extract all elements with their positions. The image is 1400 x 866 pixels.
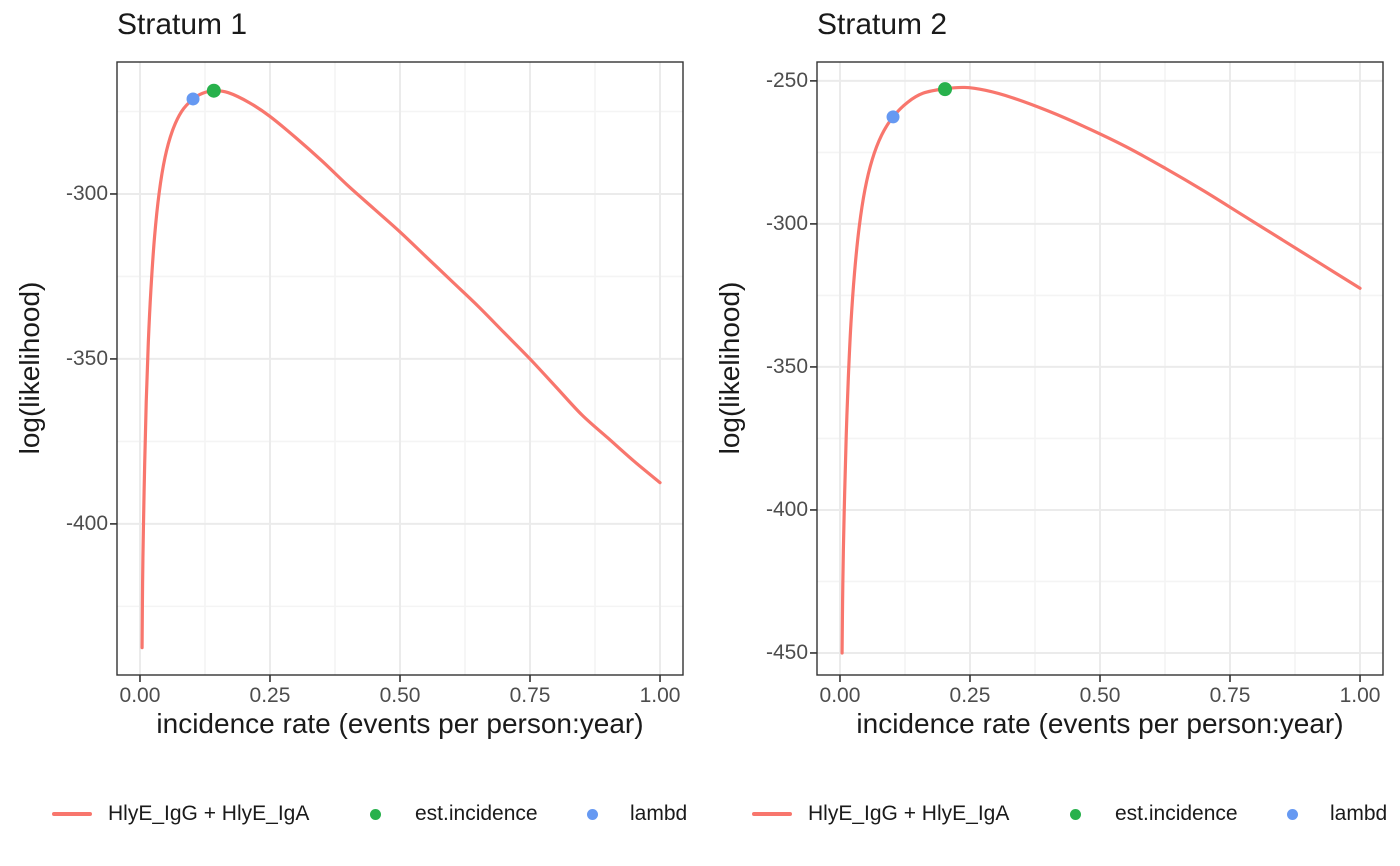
legend-label: HlyE_IgG + HlyE_IgA xyxy=(808,802,1010,825)
y-tick-label: -300 xyxy=(765,211,808,235)
likelihood-curve xyxy=(840,85,1362,655)
x-axis-title: incidence rate (events per person:year) xyxy=(156,708,644,739)
y-tick-label: -350 xyxy=(765,354,808,378)
x-tick-label: 0.25 xyxy=(949,684,991,707)
y-tick-label: -350 xyxy=(65,346,108,370)
plot-title-stratum-1: Stratum 1 xyxy=(117,8,248,41)
marker-est-incidence xyxy=(938,82,953,97)
y-axis-title: log(likelihood) xyxy=(714,281,745,455)
legend-label: HlyE_IgG + HlyE_IgA xyxy=(108,802,310,825)
legend-label: lambd xyxy=(630,802,688,825)
x-tick-label: 0.00 xyxy=(119,684,161,707)
legend-stratum-2: HlyE_IgG + HlyE_IgA est.incidence lambd xyxy=(700,794,1400,834)
legend-line-swatch xyxy=(52,812,92,816)
x-tick-label: 0.50 xyxy=(379,684,421,707)
legend-label: est.incidence xyxy=(1115,802,1238,825)
marker-lambd xyxy=(886,110,900,124)
x-tick-label: 1.00 xyxy=(639,684,681,707)
x-tick-label: 1.00 xyxy=(1339,684,1381,707)
x-tick-label: 0.25 xyxy=(249,684,291,707)
y-tick-label: -450 xyxy=(765,640,808,664)
x-tick-label: 0.75 xyxy=(1209,684,1251,707)
x-axis-title: incidence rate (events per person:year) xyxy=(856,708,1344,739)
legend-point-swatch-lambd xyxy=(1286,808,1298,820)
y-tick-label: -300 xyxy=(65,181,108,205)
y-tick-label: -400 xyxy=(65,511,108,535)
marker-lambd xyxy=(186,92,200,106)
y-tick-label: -250 xyxy=(765,68,808,92)
legend-point-swatch-est-incidence xyxy=(369,808,381,820)
x-tick-label: 0.75 xyxy=(509,684,551,707)
legend-line-swatch xyxy=(752,812,792,816)
marker-est-incidence xyxy=(206,83,221,98)
y-axis-title: log(likelihood) xyxy=(14,281,45,455)
x-tick-label: 0.00 xyxy=(819,684,861,707)
likelihood-curve xyxy=(140,89,662,650)
y-tick-label: -400 xyxy=(765,497,808,521)
legend-point-swatch-lambd xyxy=(586,808,598,820)
legend-point-swatch-est-incidence xyxy=(1069,808,1081,820)
legend-label: lambd xyxy=(1330,802,1388,825)
plot-stratum-2: Stratum 2 log(likelihood) incidence rate… xyxy=(700,0,1400,866)
plot-title-stratum-2: Stratum 2 xyxy=(817,8,948,41)
legend-stratum-1: HlyE_IgG + HlyE_IgA est.incidence lambd xyxy=(0,794,700,834)
panel-chart-stratum-1 xyxy=(110,61,684,682)
legend-label: est.incidence xyxy=(415,802,538,825)
x-tick-label: 0.50 xyxy=(1079,684,1121,707)
panel-chart-stratum-2 xyxy=(810,61,1384,682)
plot-stratum-1: Stratum 1 log(likelihood) incidence rate… xyxy=(0,8,700,834)
